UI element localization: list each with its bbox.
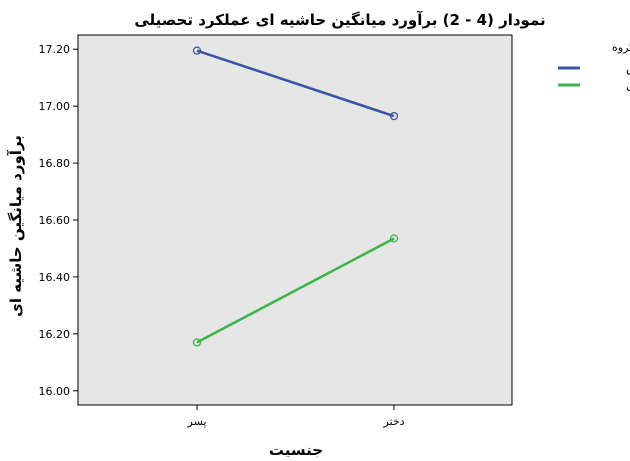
y-tick-label: 17.20 xyxy=(39,43,71,56)
x-tick-label: پسر xyxy=(187,415,207,428)
legend: آزمایش کنترل xyxy=(558,60,630,93)
y-tick-label: 16.80 xyxy=(39,157,71,170)
y-tick-label: 16.40 xyxy=(39,271,71,284)
series-line xyxy=(196,237,395,344)
data-point xyxy=(192,338,202,347)
plot-area xyxy=(77,34,513,406)
series-line xyxy=(196,49,395,118)
data-point xyxy=(389,234,399,243)
legend-title: گروه xyxy=(612,41,630,54)
y-tick-label: 16.20 xyxy=(39,328,71,341)
x-axis-title: جنسیت xyxy=(269,441,323,457)
legend-label: آزمایش xyxy=(626,60,630,76)
y-tick-label: 16.00 xyxy=(39,385,71,398)
y-axis-title: برآورد میانگین حاشیه ای xyxy=(7,135,25,317)
legend-label: کنترل xyxy=(626,78,630,93)
data-point xyxy=(389,111,399,121)
y-tick-label: 16.60 xyxy=(39,214,71,227)
y-tick-label: 17.00 xyxy=(39,100,71,113)
chart-title: نمودار (4 - 2) برآورد میانگین حاشیه ای ع… xyxy=(134,11,545,29)
x-tick-label: دختر xyxy=(382,415,404,428)
data-point xyxy=(192,46,202,55)
